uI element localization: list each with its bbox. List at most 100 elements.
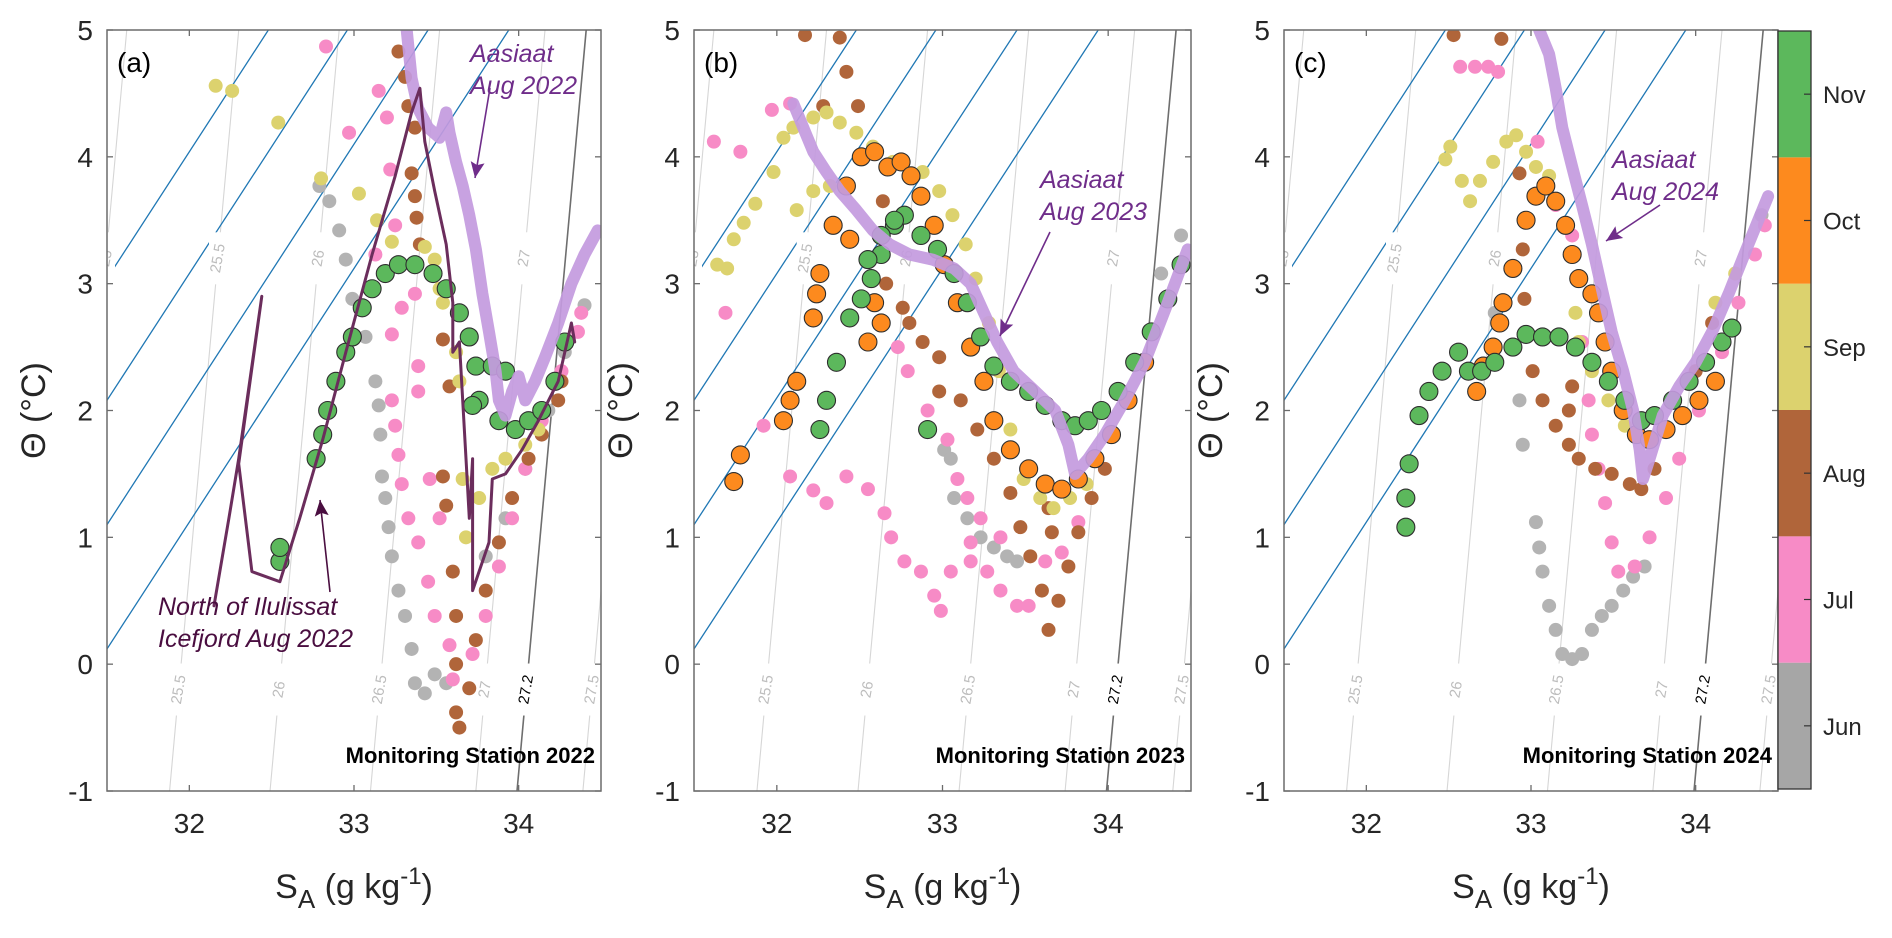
data-point-jul xyxy=(1453,59,1468,74)
data-point-jul xyxy=(465,647,480,662)
data-point-nov xyxy=(1448,342,1469,362)
data-point-aug xyxy=(1446,30,1461,43)
data-point-jul xyxy=(897,554,912,569)
data-point-nov xyxy=(1503,337,1523,357)
data-point-oct xyxy=(724,471,744,492)
y-tick-label: 4 xyxy=(664,142,680,173)
data-point-oct xyxy=(807,284,827,304)
isopycnal-label: 27 xyxy=(1104,249,1124,268)
data-point-jul xyxy=(427,608,442,623)
isopycnal-25 xyxy=(1284,30,1305,254)
data-point-oct xyxy=(1546,191,1566,211)
data-point-oct xyxy=(1562,244,1582,265)
data-point-jul xyxy=(388,418,403,433)
series-nov xyxy=(270,255,575,571)
data-point-aug xyxy=(1071,525,1086,540)
isopycnal-label: 27.5 xyxy=(581,674,603,706)
isopycnal-label: 26 xyxy=(1446,680,1466,699)
data-point-jul xyxy=(574,305,589,320)
data-point-oct xyxy=(1705,371,1725,391)
data-point-aug xyxy=(407,120,422,135)
icefjord-profile-line xyxy=(212,86,577,608)
data-point-jul xyxy=(411,535,426,550)
station-label: Monitoring Station 2024 xyxy=(1523,743,1773,768)
data-point-jul xyxy=(384,393,399,408)
y-tick-label: 3 xyxy=(77,269,93,300)
data-point-sep xyxy=(1509,128,1524,143)
data-point-sep xyxy=(958,237,973,252)
data-point-sep xyxy=(766,165,781,180)
data-point-oct xyxy=(1556,215,1576,235)
data-point-oct xyxy=(1536,176,1556,196)
data-point-oct xyxy=(871,313,891,333)
isopycnal-label: 25.5 xyxy=(168,674,190,706)
data-point-jul xyxy=(884,530,899,545)
x-tick-label: 33 xyxy=(338,808,369,839)
mixing-line xyxy=(107,30,348,402)
data-point-sep xyxy=(208,78,223,93)
data-point-jul xyxy=(1581,393,1596,408)
data-point-aug xyxy=(1622,477,1637,492)
station-label: Monitoring Station 2023 xyxy=(936,743,1185,768)
data-point-jul xyxy=(733,144,748,159)
data-point-jul xyxy=(764,102,779,117)
data-point-oct xyxy=(810,263,830,284)
data-point-jun xyxy=(1532,540,1547,555)
data-point-jul xyxy=(1530,134,1545,149)
data-point-aug xyxy=(1525,364,1540,379)
data-point-sep xyxy=(1454,173,1469,188)
y-tick-label: -1 xyxy=(68,776,93,807)
series-jul xyxy=(1453,59,1772,579)
x-tick-label: 32 xyxy=(174,808,205,839)
data-point-oct xyxy=(891,152,911,172)
data-point-jul xyxy=(442,638,457,653)
data-point-aug xyxy=(435,332,450,347)
mixing-line xyxy=(694,30,857,280)
data-point-jul xyxy=(963,535,978,550)
data-point-jul xyxy=(920,403,935,418)
data-point-aug xyxy=(1548,418,1563,433)
annotation-arrow xyxy=(470,87,491,179)
y-axis-label: Θ (°C) xyxy=(15,362,53,459)
data-point-jul xyxy=(505,511,520,526)
isopycnal-25 xyxy=(107,30,128,254)
mixing-line xyxy=(1284,30,1446,280)
data-point-jul xyxy=(411,384,426,399)
data-point-aug xyxy=(1634,482,1649,497)
data-point-jun xyxy=(1515,437,1530,452)
data-point-jul xyxy=(1584,427,1599,442)
data-point-oct xyxy=(780,390,800,410)
data-point-aug xyxy=(468,633,483,648)
isopycnal-label: 26.5 xyxy=(369,674,391,706)
data-point-sep xyxy=(271,115,286,130)
data-point-aug xyxy=(875,194,890,209)
y-axis-label: Θ (°C) xyxy=(602,362,640,459)
panel-letter: (c) xyxy=(1294,47,1327,78)
x-tick-label: 32 xyxy=(761,808,792,839)
data-point-sep xyxy=(1046,501,1061,516)
data-point-jul xyxy=(877,506,892,521)
data-point-sep xyxy=(720,261,735,276)
data-point-jul xyxy=(980,564,995,579)
panel-letter: (a) xyxy=(117,47,151,78)
data-point-jul xyxy=(1604,535,1619,550)
data-point-jun xyxy=(1010,554,1025,569)
x-tick-label: 34 xyxy=(1093,808,1124,839)
data-point-aug xyxy=(1041,622,1056,637)
data-point-nov xyxy=(1396,517,1416,537)
data-point-jul xyxy=(993,583,1008,598)
isopycnal-label: 25.5 xyxy=(1345,674,1367,706)
data-point-sep xyxy=(1568,305,1583,320)
y-tick-label: 0 xyxy=(664,649,680,680)
y-tick-label: 4 xyxy=(77,142,93,173)
data-point-aug xyxy=(449,705,464,720)
data-point-jul xyxy=(963,554,978,569)
data-point-aug xyxy=(970,422,985,437)
series-sep xyxy=(1438,128,1743,433)
data-point-nov xyxy=(1516,324,1536,344)
x-tick-label: 34 xyxy=(503,808,534,839)
data-point-sep xyxy=(945,208,960,223)
data-point-nov xyxy=(1565,337,1586,357)
data-point-aug xyxy=(449,608,464,623)
